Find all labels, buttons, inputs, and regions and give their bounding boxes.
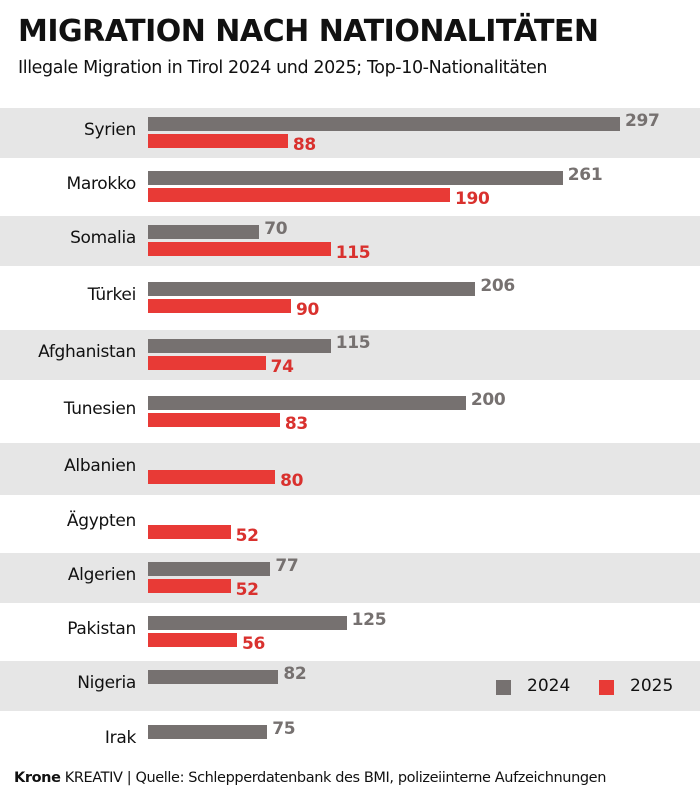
bar-2025: [148, 470, 276, 484]
value-label-2025: 74: [270, 357, 294, 377]
bar-2024: [148, 339, 331, 353]
value-label-2024: 82: [283, 664, 307, 684]
category-label: Algerien: [67, 565, 136, 585]
value-label-2025: 52: [235, 580, 259, 600]
value-label-2025: 115: [335, 243, 371, 263]
category-label: Somalia: [70, 228, 136, 248]
footer-source: Quelle: Schlepperdatenbank des BMI, poli…: [135, 770, 606, 786]
category-label: Marokko: [66, 174, 137, 194]
bar-2024: [148, 117, 620, 131]
category-band: [0, 443, 700, 495]
category-band: [0, 553, 700, 603]
footer-credit: Krone KREATIV | Quelle: Schlepperdatenba…: [14, 770, 606, 786]
value-label-2024: 206: [480, 276, 515, 296]
bar-2025: [148, 188, 450, 202]
value-label-2024: 200: [470, 389, 506, 410]
bar-2024: [148, 670, 279, 684]
category-band: [0, 158, 700, 216]
category-label: Syrien: [84, 120, 136, 140]
bar-2025: [148, 633, 237, 647]
value-label-2025: 83: [284, 413, 308, 434]
category-label: Türkei: [87, 285, 137, 305]
bar-2024: [148, 562, 271, 576]
category-band: [0, 108, 700, 158]
category-band: [0, 330, 700, 380]
bar-2025: [148, 412, 280, 427]
category-band: [0, 266, 700, 330]
value-label-2024: 115: [335, 333, 371, 353]
value-label-2024: 77: [275, 556, 299, 576]
value-label-2025: 80: [280, 471, 304, 491]
bar-2025: [148, 525, 231, 539]
chart-subtitle: Illegale Migration in Tirol 2024 und 202…: [18, 58, 548, 78]
category-band: [0, 661, 700, 711]
bar-2025: [148, 356, 266, 370]
category-band: [0, 711, 700, 770]
category-label: Afghanistan: [38, 342, 136, 362]
bar-2025: [148, 242, 331, 256]
value-label-2024: 70: [264, 219, 288, 239]
value-label-2025: 56: [241, 634, 266, 654]
legend-label-2025: 2025: [630, 676, 674, 696]
legend-swatch-2024: [496, 680, 511, 695]
bar-2025: [148, 299, 292, 313]
value-label-2024: 125: [351, 610, 387, 630]
value-label-2024: 297: [625, 111, 660, 131]
footer-separator: |: [126, 770, 132, 786]
bar-2025: [148, 579, 231, 593]
category-band: [0, 603, 700, 661]
category-band: [0, 495, 700, 553]
bar-2024: [148, 395, 466, 410]
category-band: [0, 380, 700, 443]
bar-2024: [148, 171, 563, 185]
category-label: Irak: [104, 727, 136, 748]
category-label: Pakistan: [67, 619, 136, 639]
category-label: Tunesien: [63, 398, 137, 419]
value-label-2025: 88: [292, 135, 316, 155]
value-label-2025: 52: [235, 526, 259, 546]
bar-2025: [148, 134, 288, 148]
bar-2024: [148, 225, 260, 239]
category-label: Ägypten: [66, 511, 136, 531]
value-label-2025: 90: [296, 300, 320, 320]
footer-brand: Krone: [14, 770, 61, 786]
category-band: [0, 216, 700, 266]
value-label-2024: 261: [567, 165, 603, 185]
category-label: Albanien: [64, 456, 136, 476]
value-label-2025: 190: [454, 189, 490, 209]
legend-label-2024: 2024: [527, 676, 571, 696]
legend-swatch-2025: [599, 680, 614, 695]
bar-2024: [148, 282, 476, 296]
bar-2024: [148, 724, 268, 739]
value-label-2024: 75: [272, 718, 296, 739]
chart-title: MIGRATION NACH NATIONALITÄTEN: [18, 14, 599, 49]
category-label: Nigeria: [77, 673, 136, 693]
bar-2024: [148, 616, 347, 630]
footer-brand-suffix: KREATIV: [64, 770, 123, 786]
